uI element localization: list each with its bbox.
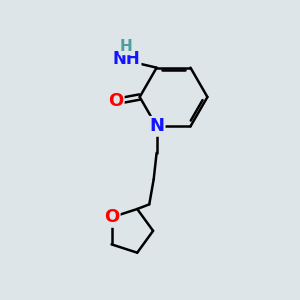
Text: O: O	[108, 92, 123, 110]
Text: O: O	[104, 208, 119, 226]
Text: N: N	[149, 117, 164, 135]
Text: NH: NH	[112, 50, 140, 68]
Text: H: H	[120, 39, 133, 54]
